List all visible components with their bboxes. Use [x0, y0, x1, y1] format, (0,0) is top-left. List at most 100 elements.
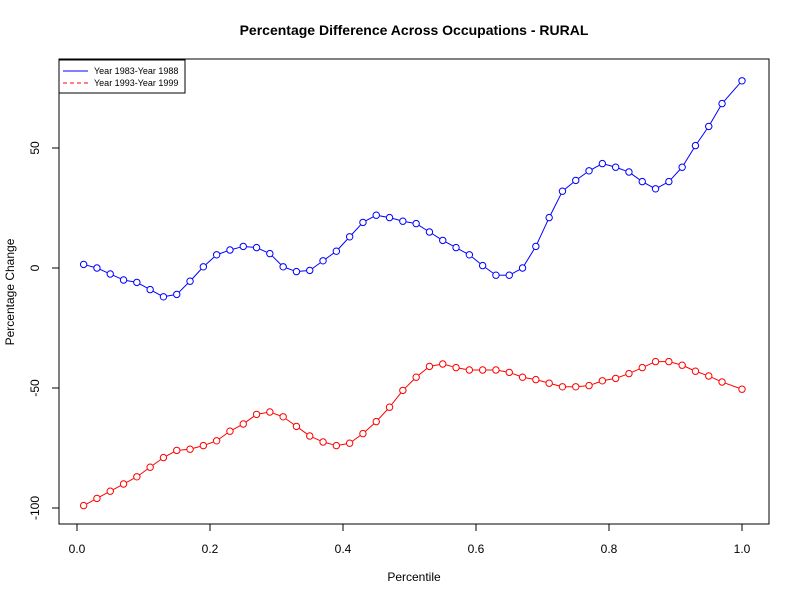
- series-2-point: [292, 422, 301, 431]
- y-tick-label: -50: [28, 379, 42, 397]
- series-2-point: [385, 403, 394, 411]
- series-2: [79, 357, 746, 510]
- series-2-segment: [245, 416, 255, 423]
- series-1-segment: [178, 283, 188, 293]
- series-2-point: [412, 373, 420, 381]
- series-1-segment: [710, 106, 721, 124]
- series-2-segment: [312, 436, 321, 442]
- series-1-segment: [205, 256, 215, 265]
- series-2-point: [532, 375, 540, 384]
- series-2-segment: [352, 435, 361, 442]
- series-2-point: [638, 363, 646, 372]
- series-2-segment: [365, 423, 374, 432]
- series-2-point: [186, 445, 194, 453]
- series-1-segment: [578, 172, 587, 179]
- series-1-point: [239, 242, 247, 251]
- series-1-segment: [631, 173, 640, 180]
- series-1-segment: [512, 269, 520, 274]
- series-2-segment: [391, 392, 402, 405]
- series-2-point: [545, 379, 553, 387]
- series-1-segment: [723, 83, 741, 102]
- series-2-point: [133, 473, 141, 481]
- series-1-point: [492, 271, 500, 279]
- series-2-segment: [645, 362, 653, 367]
- series-2-segment: [378, 409, 388, 420]
- series-1-segment: [338, 239, 348, 249]
- series-2-segment: [126, 478, 135, 483]
- series-1-segment: [471, 256, 481, 264]
- series-2-segment: [725, 382, 739, 389]
- series-2-point: [678, 361, 686, 369]
- series-2-point: [452, 363, 460, 372]
- series-1-segment: [406, 221, 413, 224]
- series-1-point: [93, 264, 101, 272]
- series-2-segment: [99, 492, 108, 498]
- series-2-segment: [432, 364, 440, 367]
- series-1-segment: [432, 233, 441, 239]
- series-1-segment: [139, 283, 148, 289]
- series-1-segment: [536, 220, 549, 244]
- series-2-point: [106, 487, 114, 495]
- series-2-segment: [152, 459, 161, 466]
- legend-label-2: Year 1993-Year 1999: [94, 78, 178, 88]
- series-1-point: [558, 187, 567, 195]
- series-2-point: [279, 413, 287, 421]
- x-tick-label: 1.0: [734, 542, 751, 556]
- series-1-point: [651, 185, 660, 193]
- series-1-segment: [683, 148, 695, 165]
- series-2-segment: [339, 443, 347, 446]
- series-2-point: [691, 367, 700, 375]
- series-1-point: [133, 278, 141, 287]
- series-1-point: [598, 159, 607, 168]
- y-axis: -100 -50 0 50: [28, 141, 59, 520]
- series-1-segment: [299, 270, 307, 272]
- series-1-segment: [392, 218, 400, 221]
- series-1-segment: [113, 274, 121, 280]
- series-1-point: [505, 271, 513, 279]
- series-2-point: [146, 463, 154, 471]
- series-1-point: [425, 228, 434, 236]
- series-1-segment: [325, 252, 334, 260]
- series-1: [79, 77, 746, 301]
- series-1-segment: [418, 225, 427, 231]
- series-1-point: [159, 293, 168, 301]
- series-1-segment: [697, 128, 708, 144]
- series-1-point: [359, 218, 367, 227]
- y-tick-label: 50: [28, 141, 42, 155]
- series-1-point: [611, 163, 620, 171]
- series-1-segment: [564, 182, 574, 190]
- series-2-point: [465, 366, 474, 374]
- series-1-segment: [351, 224, 361, 235]
- series-1-segment: [246, 246, 254, 248]
- series-1-segment: [286, 267, 294, 271]
- series-2-point: [625, 369, 633, 378]
- series-1-point: [79, 260, 88, 269]
- series-1-point: [465, 251, 474, 259]
- series-1-point: [199, 263, 208, 271]
- series-1-segment: [379, 215, 387, 218]
- series-2-segment: [539, 380, 546, 383]
- x-tick-label: 0.0: [69, 542, 86, 556]
- x-tick-label: 0.6: [468, 542, 485, 556]
- series-2-point: [611, 374, 620, 383]
- series-1-segment: [192, 269, 202, 279]
- series-2-segment: [459, 367, 466, 370]
- series-1-point: [478, 261, 487, 270]
- series-2-segment: [113, 485, 121, 490]
- series-1-segment: [658, 182, 667, 188]
- series-2-segment: [618, 374, 626, 378]
- series-1-point: [545, 213, 553, 222]
- series-1-point: [439, 236, 447, 245]
- series-1-segment: [271, 255, 282, 265]
- series-1-point: [638, 177, 646, 186]
- series-1-point: [385, 213, 394, 222]
- series-2-segment: [418, 368, 428, 376]
- series-2-point: [252, 410, 261, 419]
- chart-title: Percentage Difference Across Occupations…: [240, 22, 589, 38]
- series-1-point: [372, 211, 380, 219]
- series-1-point: [412, 219, 420, 228]
- x-tick-label: 0.8: [601, 542, 618, 556]
- y-tick-label: -100: [28, 496, 42, 520]
- series-2-point: [79, 501, 88, 510]
- series-1-segment: [312, 262, 321, 269]
